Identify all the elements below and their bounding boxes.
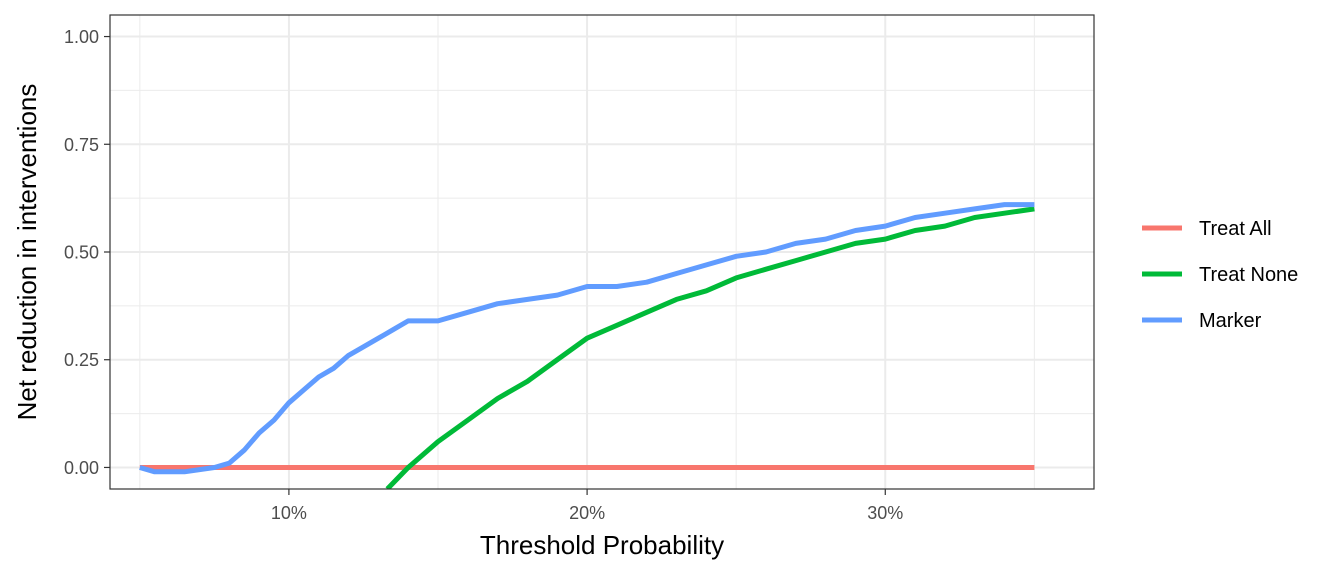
series-lines: [139, 202, 1035, 489]
x-axis-title: Threshold Probability: [480, 530, 724, 560]
y-tick-label: 0.50: [64, 243, 99, 263]
series-line-treat-none: [385, 206, 1035, 489]
x-tick-label: 10%: [271, 503, 307, 523]
legend-label-marker: Marker: [1199, 310, 1262, 332]
x-axis: 10% 20% 30%: [271, 489, 903, 523]
x-tick-label: 20%: [569, 503, 605, 523]
y-axis: 0.00 0.25 0.50 0.75 1.00: [64, 27, 110, 478]
legend: Treat All Treat None Marker: [1142, 218, 1298, 332]
y-tick-label: 0.75: [64, 135, 99, 155]
y-axis-title: Net reduction in interventions: [12, 84, 42, 421]
series-line-marker: [139, 202, 1035, 475]
y-tick-label: 0.00: [64, 458, 99, 478]
legend-label-treat-none: Treat None: [1199, 264, 1298, 286]
y-tick-label: 0.25: [64, 350, 99, 370]
x-tick-label: 30%: [867, 503, 903, 523]
y-tick-label: 1.00: [64, 27, 99, 47]
legend-label-treat-all: Treat All: [1199, 218, 1272, 240]
minor-gridlines: [110, 15, 1094, 489]
